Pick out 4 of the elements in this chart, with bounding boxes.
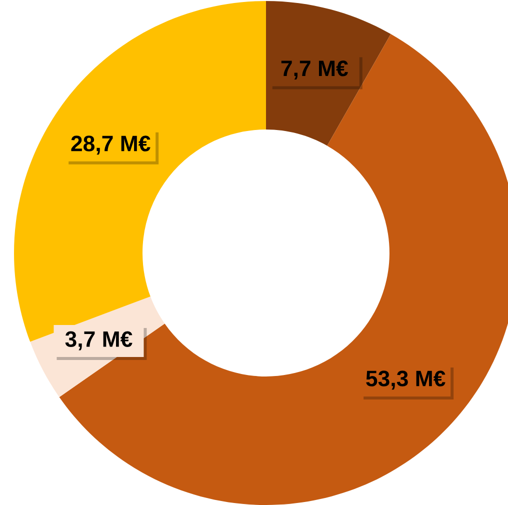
data-label: 53,3 M€ <box>366 370 446 390</box>
data-label: 7,7 M€ <box>281 60 348 80</box>
data-label: 3,7 M€ <box>65 331 132 350</box>
data-label: 28,7 M€ <box>71 136 150 155</box>
